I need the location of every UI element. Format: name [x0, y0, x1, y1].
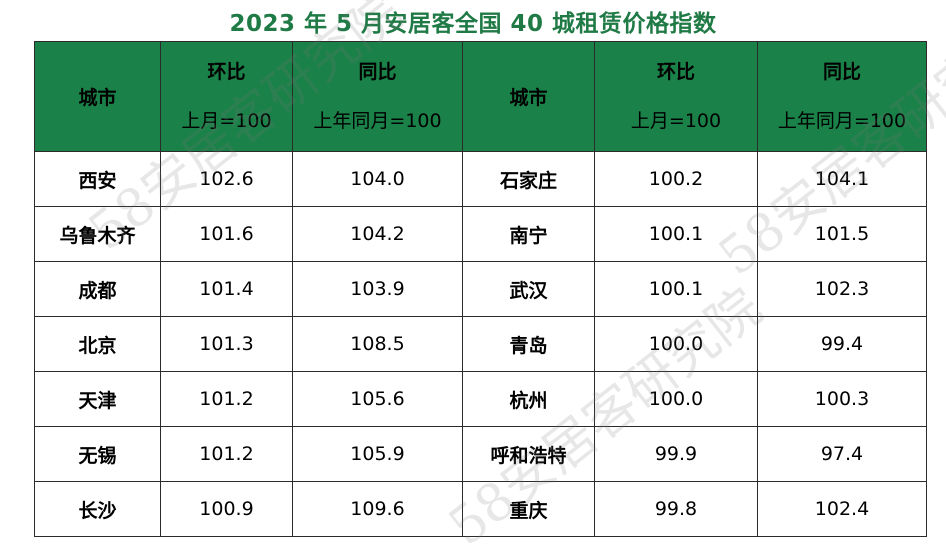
header-yoy-base: 上年同月=100 — [313, 109, 442, 132]
table-row: 乌鲁木齐 101.6 104.2 南宁 100.1 101.5 — [34, 206, 927, 262]
header-mom-base: 上月=100 — [181, 109, 272, 132]
mom-cell: 101.2 — [160, 426, 293, 482]
header-yoy-title: 同比 — [358, 60, 397, 83]
mom-cell: 101.2 — [160, 371, 293, 427]
city-cell: 青岛 — [462, 316, 595, 372]
mom-cell: 100.2 — [594, 151, 758, 207]
city-cell: 杭州 — [462, 371, 595, 427]
yoy-cell: 99.4 — [757, 316, 927, 372]
header-yoy-left: 同比 上年同月=100 — [292, 41, 463, 152]
mom-cell: 99.9 — [594, 426, 758, 482]
mom-cell: 100.1 — [594, 206, 758, 262]
table-row: 成都 101.4 103.9 武汉 100.1 102.3 — [34, 261, 927, 317]
header-mom-base: 上月=100 — [630, 109, 722, 132]
header-yoy-right: 同比 上年同月=100 — [757, 41, 927, 152]
yoy-cell: 101.5 — [757, 206, 927, 262]
mom-cell: 100.0 — [594, 371, 758, 427]
header-mom-right: 环比 上月=100 — [594, 41, 758, 152]
table-row: 西安 102.6 104.0 石家庄 100.2 104.1 — [34, 151, 927, 207]
header-mom-left: 环比 上月=100 — [160, 41, 293, 152]
city-cell: 重庆 — [462, 481, 595, 537]
header-yoy-title: 同比 — [822, 60, 861, 83]
city-cell: 武汉 — [462, 261, 595, 317]
yoy-cell: 103.9 — [292, 261, 463, 317]
city-cell: 呼和浩特 — [462, 426, 595, 482]
header-city-left: 城市 — [34, 41, 161, 152]
mom-cell: 101.3 — [160, 316, 293, 372]
city-cell: 南宁 — [462, 206, 595, 262]
table-row: 天津 101.2 105.6 杭州 100.0 100.3 — [34, 371, 927, 427]
yoy-cell: 105.9 — [292, 426, 463, 482]
header-city-right: 城市 — [462, 41, 595, 152]
rent-index-table: 城市 环比 上月=100 同比 上年同月=100 城市 环比 上月=100 同比… — [34, 41, 927, 537]
city-cell: 石家庄 — [462, 151, 595, 207]
mom-cell: 101.4 — [160, 261, 293, 317]
mom-cell: 100.9 — [160, 481, 293, 537]
yoy-cell: 104.2 — [292, 206, 463, 262]
yoy-cell: 97.4 — [757, 426, 927, 482]
mom-cell: 100.0 — [594, 316, 758, 372]
table-row: 长沙 100.9 109.6 重庆 99.8 102.4 — [34, 481, 927, 537]
table-title: 2023 年 5 月安居客全国 40 城租赁价格指数 — [229, 11, 717, 37]
city-cell: 北京 — [34, 316, 161, 372]
mom-cell: 102.6 — [160, 151, 293, 207]
mom-cell: 99.8 — [594, 481, 758, 537]
header-yoy-base: 上年同月=100 — [777, 109, 907, 132]
yoy-cell: 102.3 — [757, 261, 927, 317]
yoy-cell: 108.5 — [292, 316, 463, 372]
header-mom-title: 环比 — [656, 60, 695, 83]
city-cell: 无锡 — [34, 426, 161, 482]
header-row: 城市 环比 上月=100 同比 上年同月=100 城市 环比 上月=100 同比… — [34, 41, 927, 152]
mom-cell: 100.1 — [594, 261, 758, 317]
yoy-cell: 102.4 — [757, 481, 927, 537]
city-cell: 天津 — [34, 371, 161, 427]
mom-cell: 101.6 — [160, 206, 293, 262]
yoy-cell: 104.0 — [292, 151, 463, 207]
header-mom-title: 环比 — [207, 60, 246, 83]
city-cell: 乌鲁木齐 — [34, 206, 161, 262]
city-cell: 长沙 — [34, 481, 161, 537]
table-row: 北京 101.3 108.5 青岛 100.0 99.4 — [34, 316, 927, 372]
yoy-cell: 105.6 — [292, 371, 463, 427]
yoy-cell: 104.1 — [757, 151, 927, 207]
table-row: 无锡 101.2 105.9 呼和浩特 99.9 97.4 — [34, 426, 927, 482]
yoy-cell: 100.3 — [757, 371, 927, 427]
city-cell: 成都 — [34, 261, 161, 317]
yoy-cell: 109.6 — [292, 481, 463, 537]
city-cell: 西安 — [34, 151, 161, 207]
